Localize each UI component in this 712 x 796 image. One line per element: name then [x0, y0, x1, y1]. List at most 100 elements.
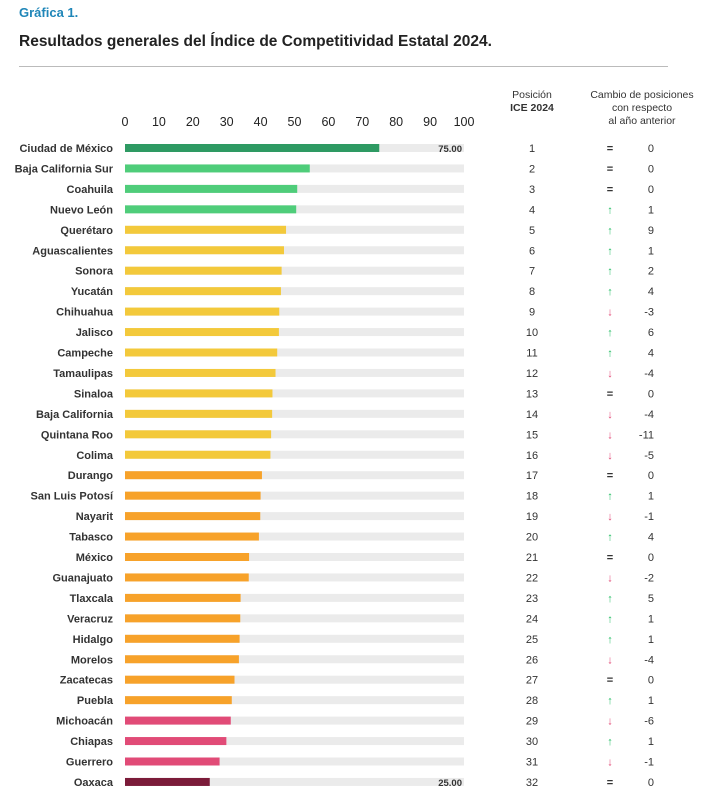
arrow-down-icon: ↓	[607, 654, 613, 666]
bar-guanajuato	[125, 573, 249, 582]
state-label-veracruz: Veracruz	[67, 613, 113, 625]
bar-chihuahua	[125, 307, 280, 316]
state-label-tlaxcala: Tlaxcala	[70, 593, 114, 605]
position-value: 30	[526, 736, 538, 748]
bar-track	[125, 614, 464, 623]
arrow-down-icon: ↓	[607, 716, 613, 728]
state-label-san-luis-potosi: San Luis Potosí	[30, 491, 113, 503]
change-value: 9	[648, 225, 654, 237]
state-label-ciudad-de-mexico: Ciudad de México	[19, 143, 113, 155]
bar-track	[125, 471, 464, 480]
bar-quintana-roo	[125, 430, 272, 439]
position-value: 17	[526, 470, 538, 482]
bar-track	[125, 225, 464, 234]
equal-icon: =	[607, 163, 613, 175]
arrow-up-icon: ↑	[607, 266, 613, 278]
position-value: 32	[526, 777, 538, 789]
position-value: 10	[526, 327, 538, 339]
position-value: 28	[526, 695, 538, 707]
bar-sinaloa	[125, 389, 273, 398]
bar-track	[125, 246, 464, 255]
change-value: 5	[648, 593, 654, 605]
position-header-line1: Posición	[512, 89, 552, 101]
change-value: 4	[648, 532, 654, 544]
change-value: 4	[648, 286, 654, 298]
change-value: -3	[644, 307, 654, 319]
state-label-quintana-roo: Quintana Roo	[41, 429, 113, 441]
position-value: 11	[526, 348, 537, 360]
change-value: 0	[648, 675, 654, 687]
arrow-up-icon: ↑	[607, 286, 613, 298]
state-label-aguascalientes: Aguascalientes	[32, 245, 113, 257]
state-label-sonora: Sonora	[75, 266, 114, 278]
change-value: -6	[644, 716, 654, 728]
state-label-sinaloa: Sinaloa	[74, 388, 114, 400]
state-label-yucatan: Yucatán	[71, 286, 113, 298]
change-value: 0	[648, 143, 654, 155]
bar-guerrero	[125, 757, 220, 766]
arrow-down-icon: ↓	[607, 368, 613, 380]
state-label-queretaro: Querétaro	[60, 225, 113, 237]
change-value: 1	[648, 736, 654, 748]
arrow-down-icon: ↓	[607, 572, 613, 584]
x-tick-label: 50	[288, 115, 302, 129]
position-value: 29	[526, 716, 538, 728]
bar-track	[125, 777, 464, 786]
arrow-up-icon: ↑	[607, 593, 613, 605]
bar-hidalgo	[125, 634, 240, 643]
position-value: 7	[529, 266, 535, 278]
x-tick-label: 10	[152, 115, 166, 129]
position-column-header: Posición ICE 2024	[497, 89, 567, 115]
bar-yucatan	[125, 287, 281, 296]
arrow-up-icon: ↑	[607, 736, 613, 748]
state-label-michoacan: Michoacán	[56, 716, 113, 728]
bar-track	[125, 634, 464, 643]
bar-ciudad-de-mexico	[125, 144, 380, 152]
change-value: -11	[639, 429, 654, 441]
state-label-chiapas: Chiapas	[70, 736, 113, 748]
chart-kicker: Gráfica 1.	[19, 5, 79, 20]
arrow-up-icon: ↑	[607, 327, 613, 339]
bar-track	[125, 757, 464, 766]
state-label-mexico: México	[76, 552, 114, 564]
change-value: -1	[644, 757, 654, 769]
state-label-puebla: Puebla	[77, 695, 114, 707]
bar-track	[125, 696, 464, 705]
bar-puebla	[125, 696, 232, 705]
position-value: 25	[526, 634, 538, 646]
bar-track	[125, 450, 464, 459]
bar-durango	[125, 471, 262, 480]
position-value: 24	[526, 613, 538, 625]
change-value: -4	[644, 368, 654, 380]
change-value: 0	[648, 777, 654, 789]
bar-oaxaca	[125, 777, 210, 786]
change-column-header: Cambio de posiciones con respecto al año…	[572, 89, 712, 128]
bar-jalisco	[125, 328, 279, 337]
position-value: 19	[526, 511, 538, 523]
change-value: -5	[644, 450, 654, 462]
position-header-line2: ICE 2024	[510, 102, 554, 114]
bar-track	[125, 716, 464, 725]
bar-track	[125, 328, 464, 337]
equal-icon: =	[607, 184, 613, 196]
bar-track	[125, 655, 464, 664]
bar-track	[125, 532, 464, 541]
bar-track	[125, 675, 464, 684]
position-value: 2	[529, 163, 535, 175]
position-value: 20	[526, 532, 538, 544]
bar-track	[125, 553, 464, 561]
position-value: 27	[526, 675, 538, 687]
position-value: 15	[526, 429, 538, 441]
arrow-up-icon: ↑	[607, 532, 613, 544]
bar-sonora	[125, 266, 282, 275]
bar-michoacan	[125, 716, 231, 725]
change-header-line1: Cambio de posiciones	[590, 89, 694, 101]
state-label-coahuila: Coahuila	[67, 184, 114, 196]
position-value: 21	[526, 552, 538, 564]
change-value: -1	[644, 511, 654, 523]
bar-track	[125, 287, 464, 296]
change-value: 0	[648, 163, 654, 175]
position-value: 5	[529, 225, 535, 237]
bar-queretaro	[125, 225, 287, 234]
position-value: 14	[526, 409, 538, 421]
